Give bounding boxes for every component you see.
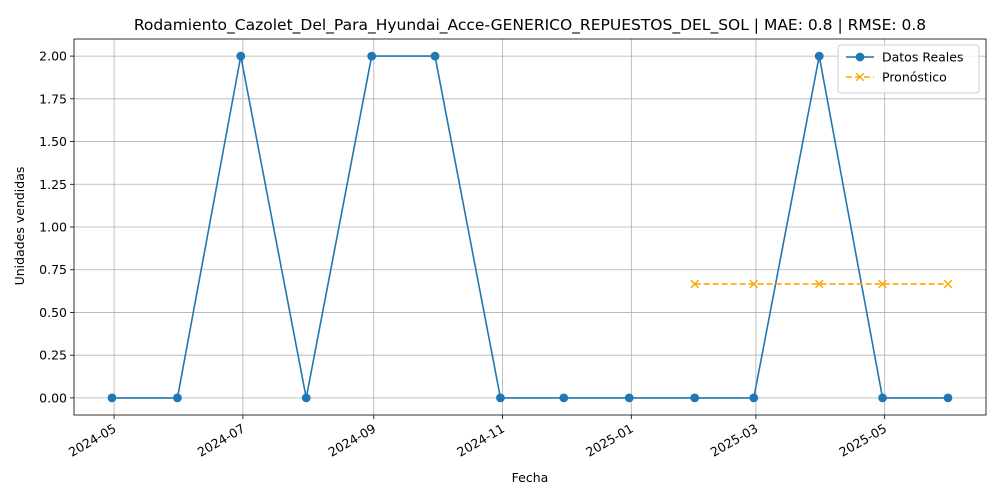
series-line-0 [112, 55, 948, 399]
data-point [749, 279, 759, 289]
data-point [690, 279, 699, 289]
grid [74, 39, 986, 415]
y-tick-label: 0.25 [39, 348, 67, 363]
data-point [236, 51, 246, 61]
legend-label: Pronóstico [882, 70, 947, 85]
y-axis-label: Unidades vendidas [12, 167, 27, 286]
y-tick-label: 1.75 [39, 91, 67, 106]
x-marker-stroke [878, 279, 887, 289]
chart-title: Rodamiento_Cazolet_Del_Para_Hyundai_Acce… [134, 16, 926, 35]
data-point [430, 51, 440, 61]
data-point [878, 279, 887, 289]
y-tick-label: 0.75 [39, 262, 67, 277]
legend-swatch-marker [855, 72, 865, 82]
data-point [107, 393, 117, 403]
data-point [559, 393, 569, 403]
data-point [943, 393, 953, 403]
data-point [301, 393, 311, 403]
y-tick-label: 2.00 [39, 49, 67, 64]
x-axis-label: Fecha [512, 470, 549, 485]
data-point [173, 393, 182, 403]
data-point [814, 51, 824, 61]
y-tick-label: 1.50 [39, 134, 67, 149]
y-tick-label: 0.50 [39, 305, 67, 320]
x-marker-stroke [749, 279, 759, 289]
data-point [690, 393, 700, 403]
data-point [878, 393, 887, 403]
y-tick-label: 0.00 [39, 390, 67, 405]
data-point [814, 279, 824, 289]
data-point [943, 279, 953, 289]
data-point [624, 393, 634, 403]
x-marker-stroke [943, 279, 953, 289]
plot-frame [73, 38, 987, 416]
data-point [367, 51, 377, 61]
legend: Datos Reales Pronóstico [837, 44, 980, 94]
y-tick-label: 1.25 [39, 177, 67, 192]
x-marker-stroke [814, 279, 824, 289]
data-point [496, 393, 505, 403]
legend-label: Datos Reales [882, 50, 963, 65]
legend-swatch-marker [855, 52, 865, 62]
data-point [749, 393, 759, 403]
x-marker-stroke [690, 279, 699, 289]
series-layer [107, 51, 953, 403]
y-tick-label: 1.00 [39, 220, 67, 235]
